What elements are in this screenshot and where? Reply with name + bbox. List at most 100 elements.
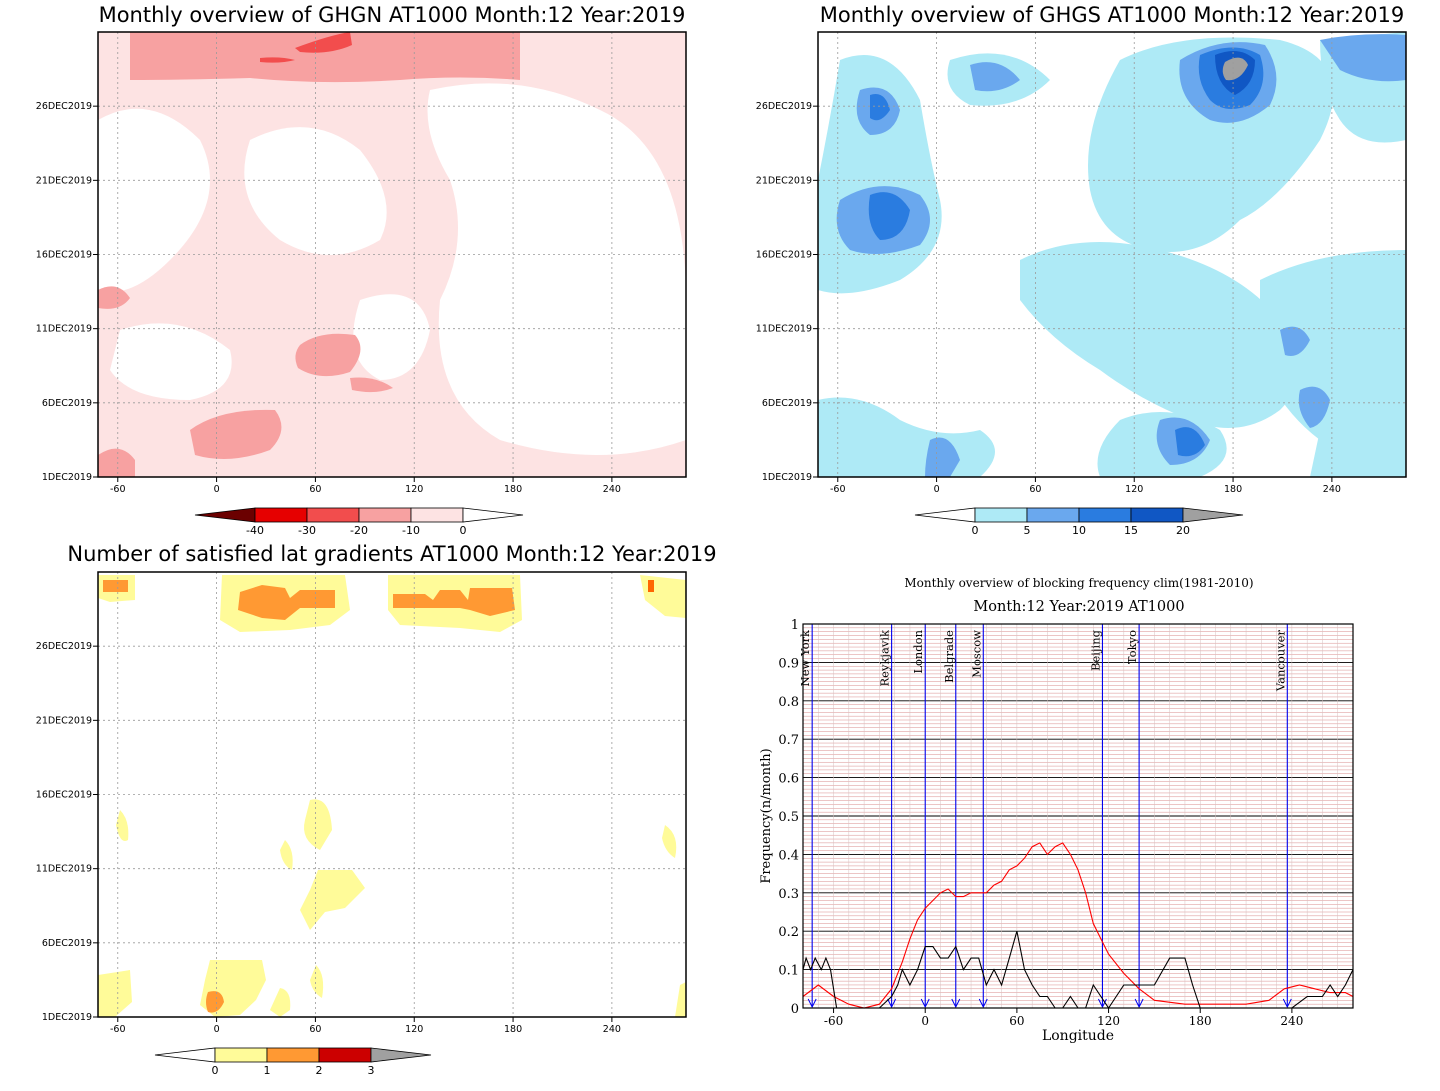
- ghgn-anomaly-region: [295, 333, 361, 377]
- ghgs-x-axis: -60 0 60 120 180 240: [830, 477, 1341, 495]
- ghgn-anomaly-region: [260, 32, 352, 63]
- ghgs-colorbar-label: 0: [972, 524, 979, 537]
- city-label: London: [911, 629, 925, 673]
- blocking-xlabel: Longitude: [1042, 1028, 1114, 1044]
- ghgs-y-axis: 1DEC2019 6DEC2019 11DEC2019 16DEC2019 21DEC2…: [756, 101, 818, 483]
- blocking-x-tick-label: 120: [1097, 1014, 1120, 1028]
- ghgn-x-tick-label: 180: [504, 484, 522, 495]
- ghgn-zero-region: [353, 294, 430, 380]
- ghgs-colorbar-segment: [1078, 507, 1132, 523]
- city-label: Beijing: [1088, 629, 1102, 671]
- ghgn-anomaly-region: [190, 409, 282, 459]
- ghgn-colorbar-segment: [254, 507, 308, 523]
- blocking-y-tick-label: 1: [791, 618, 799, 633]
- ghgs-level-region: [970, 62, 1020, 92]
- ghgn-colorbar-label: -10: [402, 524, 420, 537]
- city-arrow-icon: [1134, 998, 1144, 1009]
- ghgn-anomaly-region: [98, 286, 130, 309]
- gradients-level-region: [310, 965, 324, 998]
- ghgn-x-tick-label: 240: [603, 484, 621, 495]
- gradients-y-tick-label: 26DEC2019: [36, 641, 92, 652]
- ghgn-zero-region: [427, 83, 686, 455]
- ghgs-colorbar-segment: [974, 507, 1028, 523]
- ghgn-chart: Monthly overview of GHGN AT1000 Month:12…: [36, 3, 687, 537]
- ghgs-colorbar: 0 5 10 15 20: [914, 507, 1244, 537]
- ghgs-level-region: [1298, 386, 1330, 428]
- ghgs-colorbar-label: 20: [1176, 524, 1190, 537]
- gradients-x-tick-label: 240: [603, 1024, 621, 1035]
- gradients-colorbar-under: [154, 1047, 216, 1063]
- ghgs-colorbar-over: [1182, 507, 1244, 523]
- ghgs-y-tick-label: 21DEC2019: [756, 175, 812, 186]
- gradients-y-tick-label: 6DEC2019: [42, 938, 92, 949]
- gradients-x-tick-label: 0: [214, 1024, 220, 1035]
- ghgn-x-axis: -60 0 60 120 180 240: [110, 477, 621, 495]
- ghgs-y-tick-label: 6DEC2019: [762, 398, 812, 409]
- gradients-x-tick-label: 120: [405, 1024, 423, 1035]
- ghgs-colorbar-segment: [1026, 507, 1080, 523]
- gradients-chart: Number of satisfied lat gradients AT1000…: [36, 542, 717, 1077]
- ghgs-x-tick-label: 180: [1224, 484, 1242, 495]
- ghgs-y-tick-label: 26DEC2019: [756, 101, 812, 112]
- ghgn-zero-region: [110, 323, 232, 400]
- gradients-level-region: [675, 982, 686, 1017]
- gradients-level-region: [662, 825, 677, 858]
- city-arrow-icon: [978, 998, 988, 1009]
- blocking-y-tick-label: 0.6: [778, 772, 799, 787]
- ghgn-anomaly-region: [130, 32, 520, 83]
- ghgn-anomaly-region: [350, 377, 393, 393]
- gradients-level-region: [300, 870, 365, 930]
- gradients-panel: Number of satisfied lat gradients AT1000…: [0, 540, 720, 1091]
- blocking-y-tick-label: 0.3: [778, 887, 799, 902]
- gradients-y-tick-label: 11DEC2019: [36, 864, 92, 875]
- gradients-colorbar: 0 1 2 3: [154, 1047, 432, 1077]
- ghgs-colorbar-label: 15: [1124, 524, 1138, 537]
- blocking-y-tick-label: 0: [791, 1002, 799, 1017]
- blocking-y-tick-label: 0.1: [778, 964, 799, 979]
- ghgn-y-tick-label: 11DEC2019: [36, 324, 92, 335]
- ghgs-level-region: [1310, 426, 1406, 477]
- blocking-axes: 0 0.1 0.2 0.3 0.4 0.5 0.6 0.7 0.8 0.9 1 -60 0 60 120 18…: [778, 618, 1354, 1028]
- gradients-colorbar-label: 2: [316, 1064, 323, 1077]
- ghgn-plot-area: [97, 31, 687, 478]
- blocking-grid: [803, 623, 1354, 1009]
- gradients-level-region: [116, 810, 129, 841]
- city-arrow-icon: [1282, 998, 1292, 1009]
- blocking-y-tick-label: 0.7: [778, 733, 799, 748]
- blocking-city-markers: New York Reykjavik London Belgrade Moscow Bei…: [798, 624, 1292, 1009]
- city-arrow-icon: [951, 998, 961, 1009]
- gradients-colorbar-segment: [318, 1047, 372, 1063]
- ghgs-x-tick-label: 240: [1323, 484, 1341, 495]
- ghgn-grid: [98, 32, 686, 477]
- city-label: Moscow: [969, 630, 983, 678]
- ghgn-y-axis: 1DEC2019 6DEC2019 11DEC2019 16DEC2019 21DEC2…: [36, 101, 98, 483]
- city-label: Tokyo: [1125, 630, 1139, 664]
- gradients-x-tick-label: 60: [309, 1024, 321, 1035]
- ghgs-x-tick-label: 60: [1029, 484, 1041, 495]
- ghgs-level-region: [870, 94, 890, 121]
- blocking-title: Monthly overview of blocking frequency c…: [904, 576, 1253, 590]
- city-arrow-icon: [887, 998, 897, 1009]
- ghgn-y-tick-label: 16DEC2019: [36, 250, 92, 261]
- blocking-x-tick-label: -60: [824, 1014, 843, 1028]
- gradients-level-region: [206, 991, 224, 1013]
- ghgn-y-tick-label: 21DEC2019: [36, 175, 92, 186]
- gradients-level-region: [648, 580, 654, 592]
- ghgs-x-tick-label: 120: [1125, 484, 1143, 495]
- ghgn-x-tick-label: -60: [110, 484, 126, 495]
- ghgs-level-region: [868, 192, 910, 240]
- ghgs-colorbar-under: [914, 507, 976, 523]
- ghgn-colorbar-label: 0: [460, 524, 467, 537]
- blocking-y-tick-label: 0.8: [778, 695, 799, 710]
- gradients-level-region: [238, 585, 335, 620]
- ghgs-colorbar-segment: [1130, 507, 1184, 523]
- gradients-x-tick-label: -60: [110, 1024, 126, 1035]
- ghgs-level-region: [925, 437, 960, 477]
- blocking-chart: Monthly overview of blocking frequency c…: [759, 576, 1354, 1044]
- ghgn-x-tick-label: 0: [214, 484, 220, 495]
- city-label: New York: [798, 629, 812, 686]
- ghgn-x-tick-label: 60: [309, 484, 321, 495]
- gradients-title: Number of satisfied lat gradients AT1000…: [67, 542, 716, 566]
- blocking-subtitle: Month:12 Year:2019 AT1000: [973, 599, 1184, 615]
- ghgs-level-region: [1222, 57, 1248, 81]
